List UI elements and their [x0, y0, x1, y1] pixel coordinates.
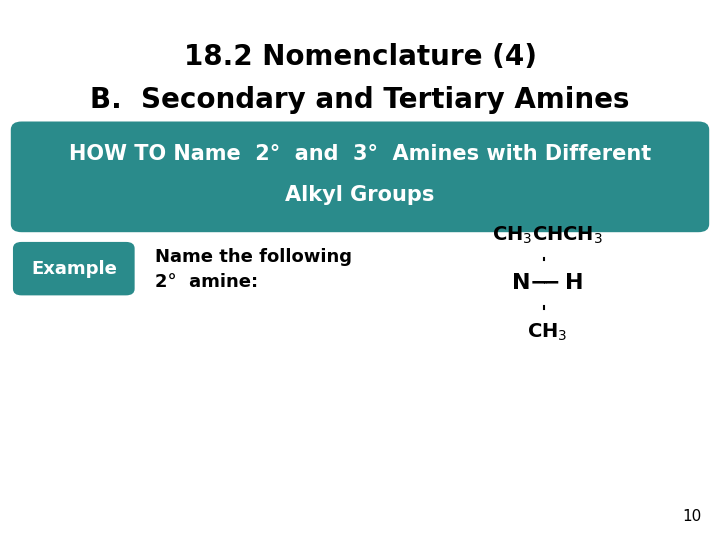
Text: CH$_3$CHCH$_3$: CH$_3$CHCH$_3$	[492, 224, 603, 246]
Text: CH$_3$: CH$_3$	[527, 321, 567, 343]
Text: Name the following: Name the following	[155, 247, 352, 266]
Text: 10: 10	[683, 509, 702, 524]
FancyBboxPatch shape	[11, 122, 709, 232]
FancyBboxPatch shape	[13, 242, 135, 295]
Text: N$\mathbf{-\!\!\!-}$H: N$\mathbf{-\!\!\!-}$H	[511, 273, 583, 293]
Text: 18.2 Nomenclature (4): 18.2 Nomenclature (4)	[184, 43, 536, 71]
Text: HOW TO Name  2°  and  3°  Amines with Different: HOW TO Name 2° and 3° Amines with Differ…	[69, 144, 651, 164]
Text: B.  Secondary and Tertiary Amines: B. Secondary and Tertiary Amines	[90, 86, 630, 114]
Text: Alkyl Groups: Alkyl Groups	[285, 185, 435, 206]
Text: Example: Example	[31, 260, 117, 278]
Text: 2°  amine:: 2° amine:	[155, 273, 258, 291]
